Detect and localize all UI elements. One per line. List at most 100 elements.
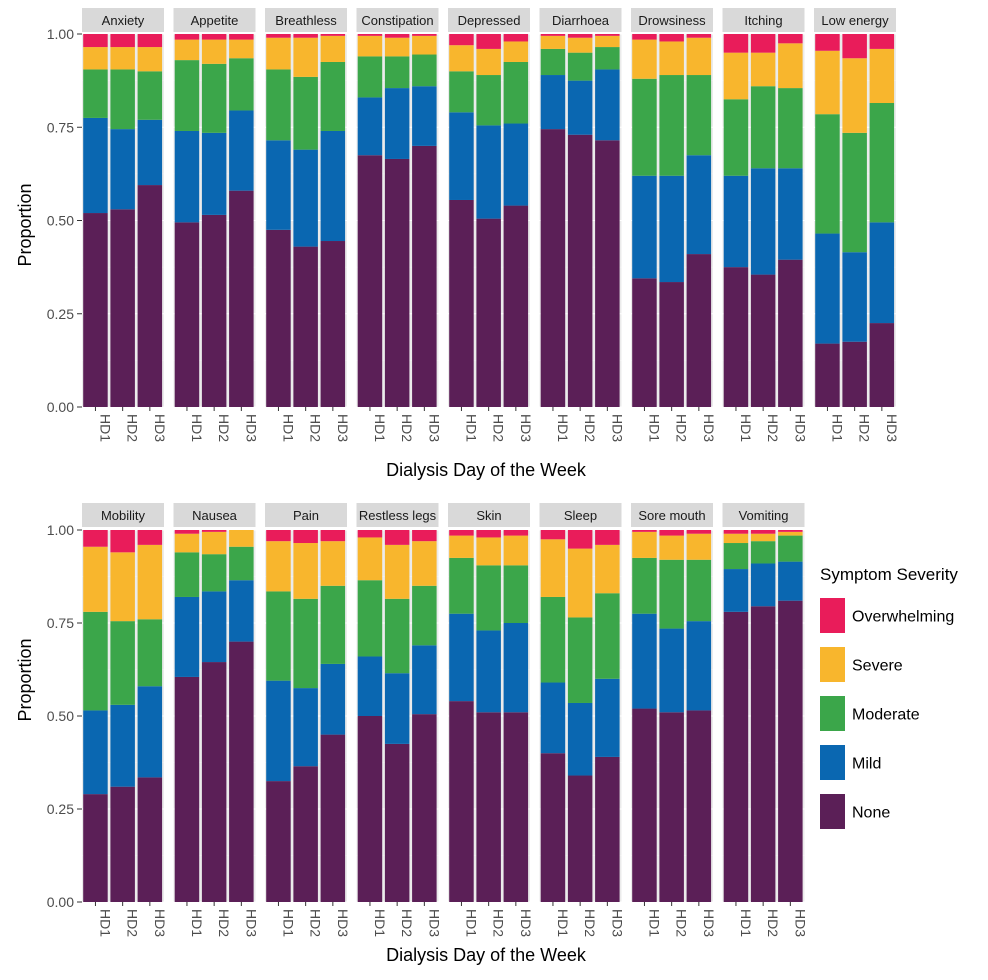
bar-segment-mild xyxy=(632,613,657,709)
panel-nausea: Nausea HD1 HD2 HD3 xyxy=(173,503,259,937)
bar-segment-mild xyxy=(293,688,318,767)
bar-segment-overwhelming xyxy=(201,530,227,532)
y-tick-label: 1.00 xyxy=(47,26,74,42)
bar-drowsiness-hd2 xyxy=(659,34,684,407)
bar-segment-moderate xyxy=(320,585,346,664)
bar-drowsiness-hd3 xyxy=(686,34,712,407)
bar-segment-severe xyxy=(320,541,346,586)
bar-segment-severe xyxy=(83,47,108,70)
bar-segment-mild xyxy=(540,682,566,754)
bar-restless-legs-hd2 xyxy=(384,530,410,902)
facet-strip xyxy=(356,8,439,32)
bar-segment-moderate xyxy=(476,565,501,631)
bar-segment-mild xyxy=(174,596,200,677)
x-tick-label: HD1 xyxy=(646,414,662,442)
bar-segment-moderate xyxy=(778,88,803,169)
bar-segment-overwhelming xyxy=(83,530,108,547)
bar-segment-mild xyxy=(632,175,657,279)
x-tick-label: HD3 xyxy=(792,414,808,442)
bar-segment-mild xyxy=(412,86,437,146)
bar-segment-none xyxy=(412,145,437,407)
bar-segment-moderate xyxy=(595,593,620,679)
bar-segment-moderate xyxy=(174,552,200,597)
bar-segment-mild xyxy=(293,149,318,247)
panel-breathless: Breathless HD1 HD2 HD3 xyxy=(265,8,351,442)
facet-strip-label: Restless legs xyxy=(359,508,437,523)
bar-segment-none xyxy=(357,155,383,407)
bar-segment-severe xyxy=(686,37,712,76)
bar-itching-hd2 xyxy=(750,34,776,407)
bar-constipation-hd2 xyxy=(384,34,410,407)
bar-diarrhoea-hd1 xyxy=(540,34,566,408)
facet-strip xyxy=(722,503,805,527)
bar-segment-overwhelming xyxy=(686,530,712,534)
bar-segment-none xyxy=(503,205,529,407)
x-axis-title-bottom: Dialysis Day of the Week xyxy=(386,945,587,965)
bar-constipation-hd1 xyxy=(357,34,383,407)
bar-segment-moderate xyxy=(384,56,410,89)
bar-segment-none xyxy=(110,786,135,902)
bar-segment-severe xyxy=(384,37,410,57)
bar-segment-severe xyxy=(595,35,620,48)
bar-segment-none xyxy=(842,341,867,407)
bar-drowsiness-hd1 xyxy=(632,34,657,407)
x-tick-label: HD2 xyxy=(308,414,324,442)
panel-low-energy: Low energy HD1 HD2 HD3 xyxy=(814,8,900,442)
bar-segment-moderate xyxy=(83,611,108,711)
bar-segment-severe xyxy=(540,539,566,597)
bar-pain-hd3 xyxy=(320,530,346,902)
bar-segment-mild xyxy=(412,645,437,715)
bar-segment-severe xyxy=(266,37,291,70)
facet-strip xyxy=(448,8,530,32)
bar-breathless-hd2 xyxy=(293,34,318,407)
bar-segment-none xyxy=(723,267,749,407)
bar-segment-severe xyxy=(412,35,437,55)
bar-sleep-hd2 xyxy=(567,530,593,902)
x-tick-label: HD3 xyxy=(701,909,717,937)
facet-strip-label: Appetite xyxy=(191,13,239,28)
bar-segment-none xyxy=(201,214,227,407)
bar-constipation-hd3 xyxy=(412,34,437,407)
bar-segment-overwhelming xyxy=(503,34,529,42)
bar-segment-overwhelming xyxy=(357,34,383,36)
bar-segment-moderate xyxy=(503,565,529,623)
bar-segment-none xyxy=(384,743,410,902)
bar-segment-none xyxy=(659,712,684,902)
bar-anxiety-hd3 xyxy=(137,34,163,407)
bar-segment-severe xyxy=(869,48,895,104)
bar-segment-moderate xyxy=(659,75,684,176)
bar-segment-mild xyxy=(201,132,227,215)
bar-segment-mild xyxy=(476,630,501,713)
bar-segment-none xyxy=(815,343,840,407)
x-tick-label: HD2 xyxy=(308,909,324,937)
bar-segment-none xyxy=(686,254,712,407)
bar-segment-severe xyxy=(83,546,108,612)
bar-segment-none xyxy=(83,794,108,902)
bar-segment-overwhelming xyxy=(174,34,200,40)
bar-segment-moderate xyxy=(567,617,593,703)
bar-segment-none xyxy=(357,716,383,902)
facet-strip-label: Low energy xyxy=(821,13,889,28)
bar-segment-none xyxy=(174,676,200,902)
x-tick-label: HD3 xyxy=(518,414,534,442)
bar-segment-moderate xyxy=(632,557,657,614)
bar-segment-severe xyxy=(449,535,474,558)
bar-segment-severe xyxy=(384,544,410,599)
bar-segment-overwhelming xyxy=(110,34,135,48)
bar-segment-mild xyxy=(778,561,803,601)
bar-segment-moderate xyxy=(750,86,776,169)
x-tick-label: HD1 xyxy=(372,909,388,937)
x-tick-label: HD2 xyxy=(125,909,141,937)
panel-appetite: Appetite HD1 HD2 HD3 xyxy=(173,8,259,442)
bar-segment-overwhelming xyxy=(503,530,529,536)
bar-segment-none xyxy=(750,606,776,902)
bar-segment-none xyxy=(293,766,318,902)
bar-restless-legs-hd1 xyxy=(357,530,383,902)
bar-segment-moderate xyxy=(137,619,163,687)
bar-segment-severe xyxy=(750,52,776,87)
bar-segment-mild xyxy=(266,140,291,230)
bar-skin-hd1 xyxy=(449,530,474,902)
x-tick-label: HD1 xyxy=(372,414,388,442)
